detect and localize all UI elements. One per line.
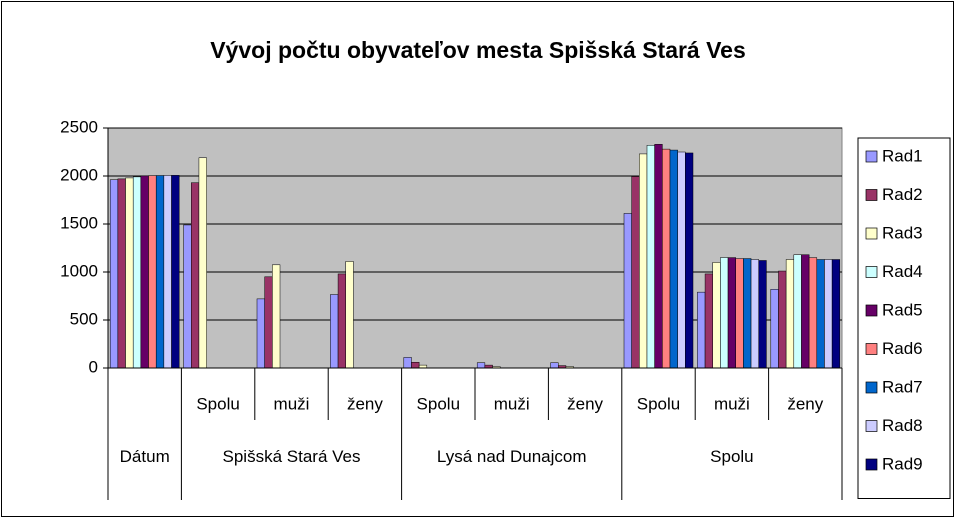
bar bbox=[662, 148, 671, 369]
chart-title: Vývoj počtu obyvateľov mesta Spišská Sta… bbox=[210, 37, 746, 63]
legend-swatch bbox=[865, 381, 878, 394]
legend-label: Rad2 bbox=[882, 185, 923, 204]
x-tick-label: Spolu bbox=[637, 394, 680, 413]
legend-label: Rad5 bbox=[882, 300, 923, 319]
bar bbox=[411, 361, 420, 369]
x-tick-label: ženy bbox=[347, 394, 383, 413]
bar bbox=[330, 294, 339, 369]
bar bbox=[727, 257, 736, 369]
x-tick-label: muži bbox=[714, 394, 750, 413]
legend-swatch bbox=[865, 420, 878, 432]
legend-swatch bbox=[865, 189, 878, 201]
legend-label: Rad6 bbox=[882, 339, 923, 358]
bar bbox=[770, 289, 779, 369]
bar bbox=[163, 175, 172, 369]
bar bbox=[785, 259, 795, 369]
legend-label: Rad3 bbox=[882, 223, 923, 242]
y-tick-label: 2500 bbox=[60, 117, 98, 136]
y-tick-label: 1000 bbox=[60, 261, 98, 280]
legend-swatch bbox=[865, 458, 878, 471]
bar bbox=[140, 175, 149, 369]
bar bbox=[171, 175, 180, 369]
bar bbox=[132, 176, 142, 369]
bar bbox=[654, 144, 663, 369]
bar bbox=[117, 178, 126, 369]
bar bbox=[735, 258, 744, 369]
bar bbox=[720, 257, 729, 369]
legend-label: Rad9 bbox=[882, 454, 923, 473]
legend-swatch bbox=[865, 150, 878, 163]
legend-swatch bbox=[865, 227, 878, 240]
bar bbox=[793, 254, 802, 369]
group-label: Lysá nad Dunajcom bbox=[437, 447, 587, 466]
x-tick-label: muži bbox=[494, 394, 530, 413]
x-tick-label: ženy bbox=[787, 394, 823, 413]
bar bbox=[712, 262, 721, 369]
legend-swatch bbox=[865, 266, 878, 278]
bar bbox=[750, 259, 759, 369]
bar bbox=[808, 257, 818, 369]
bar bbox=[646, 145, 655, 369]
y-tick-label: 1500 bbox=[60, 213, 98, 232]
group-label: Spišská Stará Ves bbox=[223, 447, 361, 466]
bar bbox=[476, 362, 486, 369]
bar bbox=[697, 291, 706, 369]
x-tick-label: muži bbox=[274, 394, 310, 413]
group-label-line: Spolu bbox=[710, 447, 753, 466]
x-tick-label: ženy bbox=[567, 394, 603, 413]
bar bbox=[155, 175, 165, 369]
y-tick-label: 0 bbox=[89, 357, 98, 376]
bar bbox=[403, 357, 412, 369]
group-label: Spolu bbox=[710, 447, 753, 466]
bar bbox=[623, 213, 632, 369]
group-label-line: Dátum bbox=[120, 447, 170, 466]
bar bbox=[183, 224, 192, 369]
bar bbox=[816, 259, 825, 369]
group-label: Dátum bbox=[120, 447, 170, 466]
bar bbox=[550, 362, 559, 369]
legend-swatch bbox=[865, 343, 878, 355]
bar bbox=[677, 151, 686, 369]
bar bbox=[801, 254, 810, 369]
bar bbox=[264, 276, 273, 369]
legend-label: Rad1 bbox=[882, 146, 923, 165]
bar bbox=[148, 175, 157, 369]
bar bbox=[704, 273, 713, 369]
bar bbox=[831, 259, 841, 369]
bar bbox=[345, 261, 354, 369]
bar bbox=[272, 264, 281, 369]
bar bbox=[631, 176, 640, 369]
legend-swatch bbox=[865, 304, 878, 317]
bar bbox=[256, 298, 265, 369]
bar bbox=[125, 177, 134, 369]
group-label-line: Lysá nad Dunajcom bbox=[437, 447, 587, 466]
bar bbox=[191, 182, 200, 369]
bar bbox=[758, 260, 767, 369]
y-tick-label: 500 bbox=[70, 309, 98, 328]
bar bbox=[778, 270, 787, 369]
bar bbox=[743, 258, 752, 369]
bar bbox=[198, 157, 207, 369]
bar bbox=[109, 179, 119, 369]
y-tick-label: 2000 bbox=[60, 165, 98, 184]
x-tick-label: Spolu bbox=[196, 394, 239, 413]
legend-label: Rad4 bbox=[882, 262, 923, 281]
bar bbox=[824, 259, 833, 369]
legend-label: Rad7 bbox=[882, 377, 923, 396]
bar bbox=[669, 149, 678, 369]
group-label-line: Spišská Stará Ves bbox=[223, 447, 361, 466]
legend-label: Rad8 bbox=[882, 416, 923, 435]
bar bbox=[337, 273, 346, 369]
x-tick-label: Spolu bbox=[417, 394, 460, 413]
bar bbox=[639, 153, 648, 369]
bar bbox=[685, 152, 694, 369]
